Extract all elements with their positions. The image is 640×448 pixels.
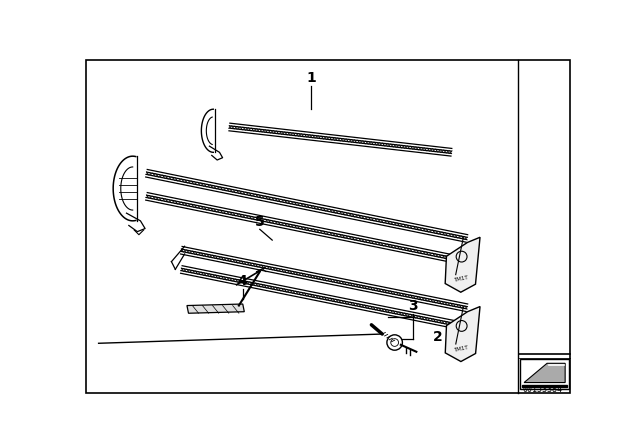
Text: 5: 5 xyxy=(255,215,265,228)
Polygon shape xyxy=(522,385,568,387)
Text: 2: 2 xyxy=(433,330,443,344)
Polygon shape xyxy=(445,306,480,362)
Polygon shape xyxy=(524,363,565,383)
Text: 1: 1 xyxy=(306,71,316,86)
Polygon shape xyxy=(187,304,244,313)
Text: 4: 4 xyxy=(238,274,248,288)
Bar xyxy=(520,359,569,389)
Polygon shape xyxy=(445,237,480,292)
Text: TM1T: TM1T xyxy=(453,345,468,353)
Text: 00153384: 00153384 xyxy=(523,385,563,394)
Text: TM1T: TM1T xyxy=(453,276,468,283)
Text: 3: 3 xyxy=(408,299,418,313)
